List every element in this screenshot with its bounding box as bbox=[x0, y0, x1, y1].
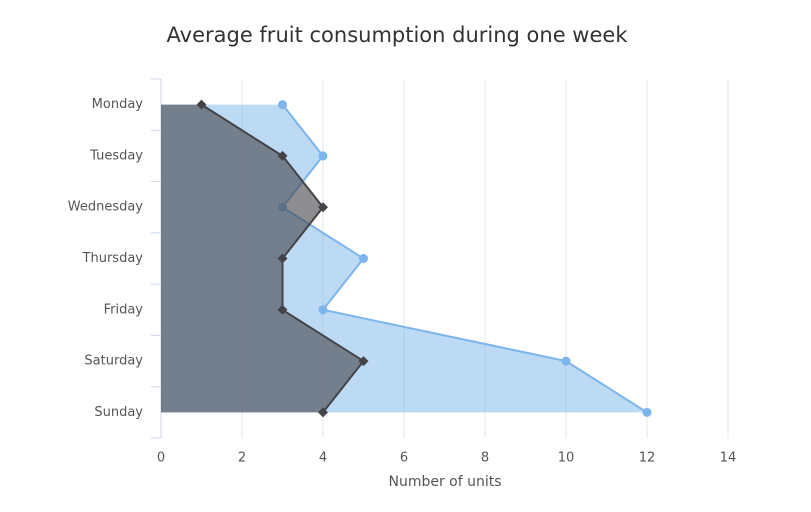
marker bbox=[561, 356, 571, 366]
marker bbox=[358, 356, 369, 367]
y-tick-label: Wednesday bbox=[68, 200, 144, 215]
marker bbox=[318, 305, 328, 315]
marker bbox=[278, 100, 287, 110]
y-tick-label: Saturday bbox=[84, 354, 143, 369]
marker bbox=[318, 202, 328, 213]
x-tick-label: 14 bbox=[720, 451, 737, 466]
marker bbox=[277, 253, 288, 264]
marker bbox=[196, 99, 207, 110]
y-tick-label: Tuesday bbox=[89, 148, 143, 163]
marker bbox=[277, 304, 288, 315]
x-tick-label: 10 bbox=[558, 451, 575, 466]
marker bbox=[318, 407, 328, 418]
marker bbox=[318, 151, 328, 161]
x-tick-label: 4 bbox=[319, 451, 327, 466]
chart-title: Average fruit consumption during one wee… bbox=[167, 23, 629, 47]
x-axis-label: Number of units bbox=[388, 474, 501, 490]
x-tick-label: 6 bbox=[400, 451, 408, 466]
x-tick-label: 12 bbox=[639, 451, 656, 466]
x-tick-label: 8 bbox=[481, 451, 489, 466]
y-tick-label: Sunday bbox=[94, 405, 143, 420]
y-tick-label: Monday bbox=[92, 97, 144, 112]
area-fill bbox=[161, 104, 364, 413]
marker bbox=[277, 150, 288, 161]
x-tick-label: 0 bbox=[157, 451, 165, 466]
marker bbox=[359, 254, 368, 263]
y-tick-label: Friday bbox=[104, 302, 144, 317]
marker bbox=[642, 407, 652, 417]
x-tick-label: 2 bbox=[238, 451, 246, 466]
y-tick-label: Thursday bbox=[82, 251, 144, 266]
